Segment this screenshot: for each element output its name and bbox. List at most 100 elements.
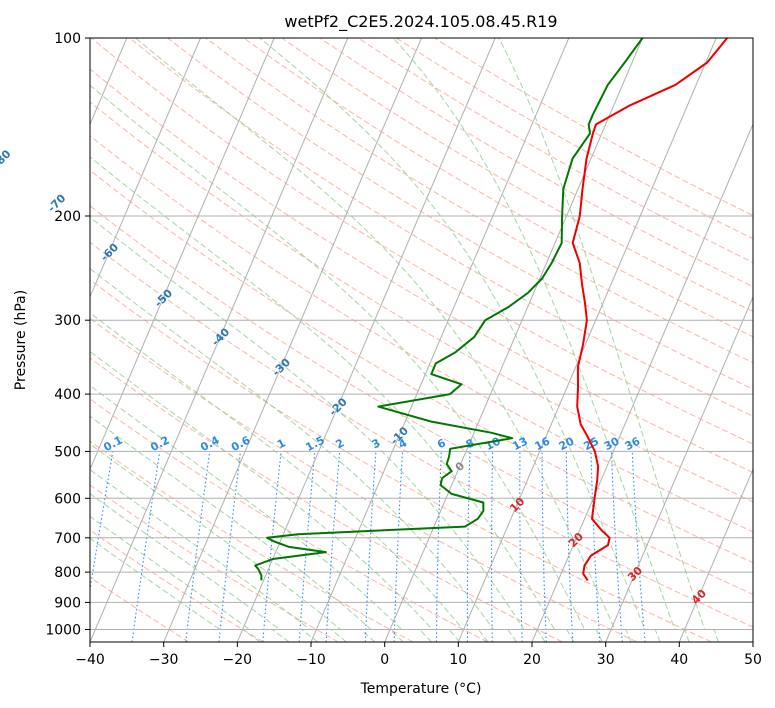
- y-tick-label: 100: [54, 31, 81, 47]
- x-tick-label: −40: [75, 652, 105, 668]
- dry-adiabat: [281, 38, 753, 313]
- dry-adiabat: [90, 38, 753, 445]
- moist-adiabat: [259, 38, 661, 642]
- isotherm-label: 30: [625, 564, 645, 584]
- x-tick-label: 30: [597, 652, 615, 668]
- dry-adiabat: [90, 398, 488, 642]
- moist-adiabat: [498, 38, 719, 642]
- moist-adiabat: [392, 38, 690, 642]
- mixing-ratio-label: 36: [623, 434, 643, 453]
- moist-adiabat: [90, 443, 376, 642]
- moist-adiabat: [135, 38, 632, 642]
- mixing-ratio-line: [435, 451, 442, 642]
- mixing-ratio-label: 30: [602, 434, 622, 453]
- x-tick-label: 10: [449, 652, 467, 668]
- y-tick-label: 1000: [45, 623, 81, 639]
- dry-adiabat: [90, 68, 753, 474]
- moist-adiabat: [90, 267, 517, 642]
- dry-adiabat: [90, 241, 753, 628]
- dry-adiabat: [90, 576, 190, 642]
- mixing-ratio-line: [466, 451, 471, 642]
- isotherm-line: [752, 640, 753, 642]
- mixing-ratio-label: 20: [557, 434, 577, 453]
- y-tick-label: 400: [54, 387, 81, 403]
- isotherm-label: -30: [270, 355, 293, 378]
- y-axis-label: Pressure (hPa): [13, 290, 29, 390]
- isotherm-line: [605, 295, 753, 642]
- mixing-ratio-line: [590, 451, 601, 642]
- moist-adiabat: [90, 469, 347, 642]
- moist-adiabat: [90, 415, 404, 642]
- isotherm-line: [236, 38, 496, 642]
- x-tick-label: 40: [670, 652, 688, 668]
- moist-adiabat: [90, 537, 261, 642]
- dry-adiabat: [90, 205, 753, 595]
- dry-adiabat: [205, 38, 753, 364]
- isotherm-line: [384, 38, 643, 642]
- dry-adiabat: [129, 38, 753, 417]
- mixing-ratio-label: 10: [483, 434, 503, 453]
- y-tick-label: 200: [54, 209, 81, 225]
- dry-adiabat: [90, 317, 638, 642]
- x-tick-label: −30: [149, 652, 179, 668]
- mixing-ratio-line: [90, 451, 114, 594]
- y-tick-label: 900: [54, 595, 81, 611]
- moist-adiabat: [90, 156, 575, 642]
- isotherm-line: [90, 38, 201, 299]
- mixing-ratio-line: [262, 451, 282, 642]
- dry-adiabat: [90, 279, 712, 642]
- x-tick-label: 0: [380, 652, 389, 668]
- moist-adiabat: [90, 493, 319, 642]
- y-tick-label: 500: [54, 444, 81, 460]
- mixing-ratio-line: [185, 451, 211, 642]
- dry-adiabat: [90, 484, 339, 642]
- isotherm-label: 0: [453, 459, 468, 474]
- mixing-ratio-label: 13: [510, 435, 530, 454]
- x-axis: −40 −30 −20 −10 0 10 20 30 40 50: [75, 642, 762, 668]
- isotherm-label: -60: [98, 240, 121, 263]
- isotherm-label: -50: [152, 286, 175, 309]
- mixing-ratio-label: 16: [533, 434, 553, 453]
- mixing-ratio-labels: 0.1 0.2 0.4 0.6 1 1.5 2 3 4 6 8 10 13 16 20 25 30 36: [101, 433, 642, 454]
- isotherm-label: -80: [0, 147, 14, 170]
- series-layer: [254, 38, 728, 581]
- mixing-ratio-line: [519, 451, 523, 642]
- mixing-ratio-line: [298, 451, 316, 642]
- isotherm-line: [90, 38, 349, 642]
- mixing-ratio-line: [131, 451, 161, 642]
- isotherm-line: [457, 38, 717, 642]
- isotherm-line: [678, 468, 753, 642]
- isotherm-label: 10: [507, 495, 527, 515]
- temperature-profile: [571, 38, 728, 581]
- dry-adiabat: [357, 38, 753, 264]
- y-axis: 100 200 300 400 500 600 700 800 900 1000: [45, 31, 90, 639]
- mixing-ratio-line: [218, 451, 242, 642]
- mixing-ratio-label: 3: [370, 436, 383, 451]
- moist-adiabat: [90, 216, 546, 642]
- mixing-ratio-line: [364, 451, 377, 642]
- y-tick-label: 700: [54, 531, 81, 547]
- dry-adiabat: [90, 357, 563, 642]
- dewpoint-profile: [254, 38, 644, 581]
- dry-adiabat: [90, 440, 414, 642]
- isotherm-label: -20: [327, 395, 350, 418]
- moist-adiabat: [90, 312, 489, 642]
- background-lines: [90, 38, 753, 642]
- isotherm-line: [310, 38, 570, 642]
- isotherm-line: [163, 38, 422, 642]
- chart-title: wetPf2_C2E5.2024.105.08.45.R19: [284, 12, 557, 32]
- isotherm-label: -40: [209, 325, 232, 348]
- x-tick-label: −20: [223, 652, 253, 668]
- dry-adiabat: [90, 169, 753, 564]
- x-tick-label: −10: [296, 652, 326, 668]
- isotherm-line: [90, 38, 275, 471]
- x-axis-label: Temperature (°C): [360, 681, 482, 697]
- isotherm-label: -10: [388, 424, 411, 447]
- mixing-ratio-label: 6: [435, 436, 448, 451]
- isotherm-line: [531, 122, 753, 642]
- mixing-ratio-line: [490, 451, 494, 642]
- mixing-ratio-label: 1: [275, 436, 288, 451]
- dry-adiabat: [434, 38, 753, 217]
- dry-adiabat: [90, 135, 753, 533]
